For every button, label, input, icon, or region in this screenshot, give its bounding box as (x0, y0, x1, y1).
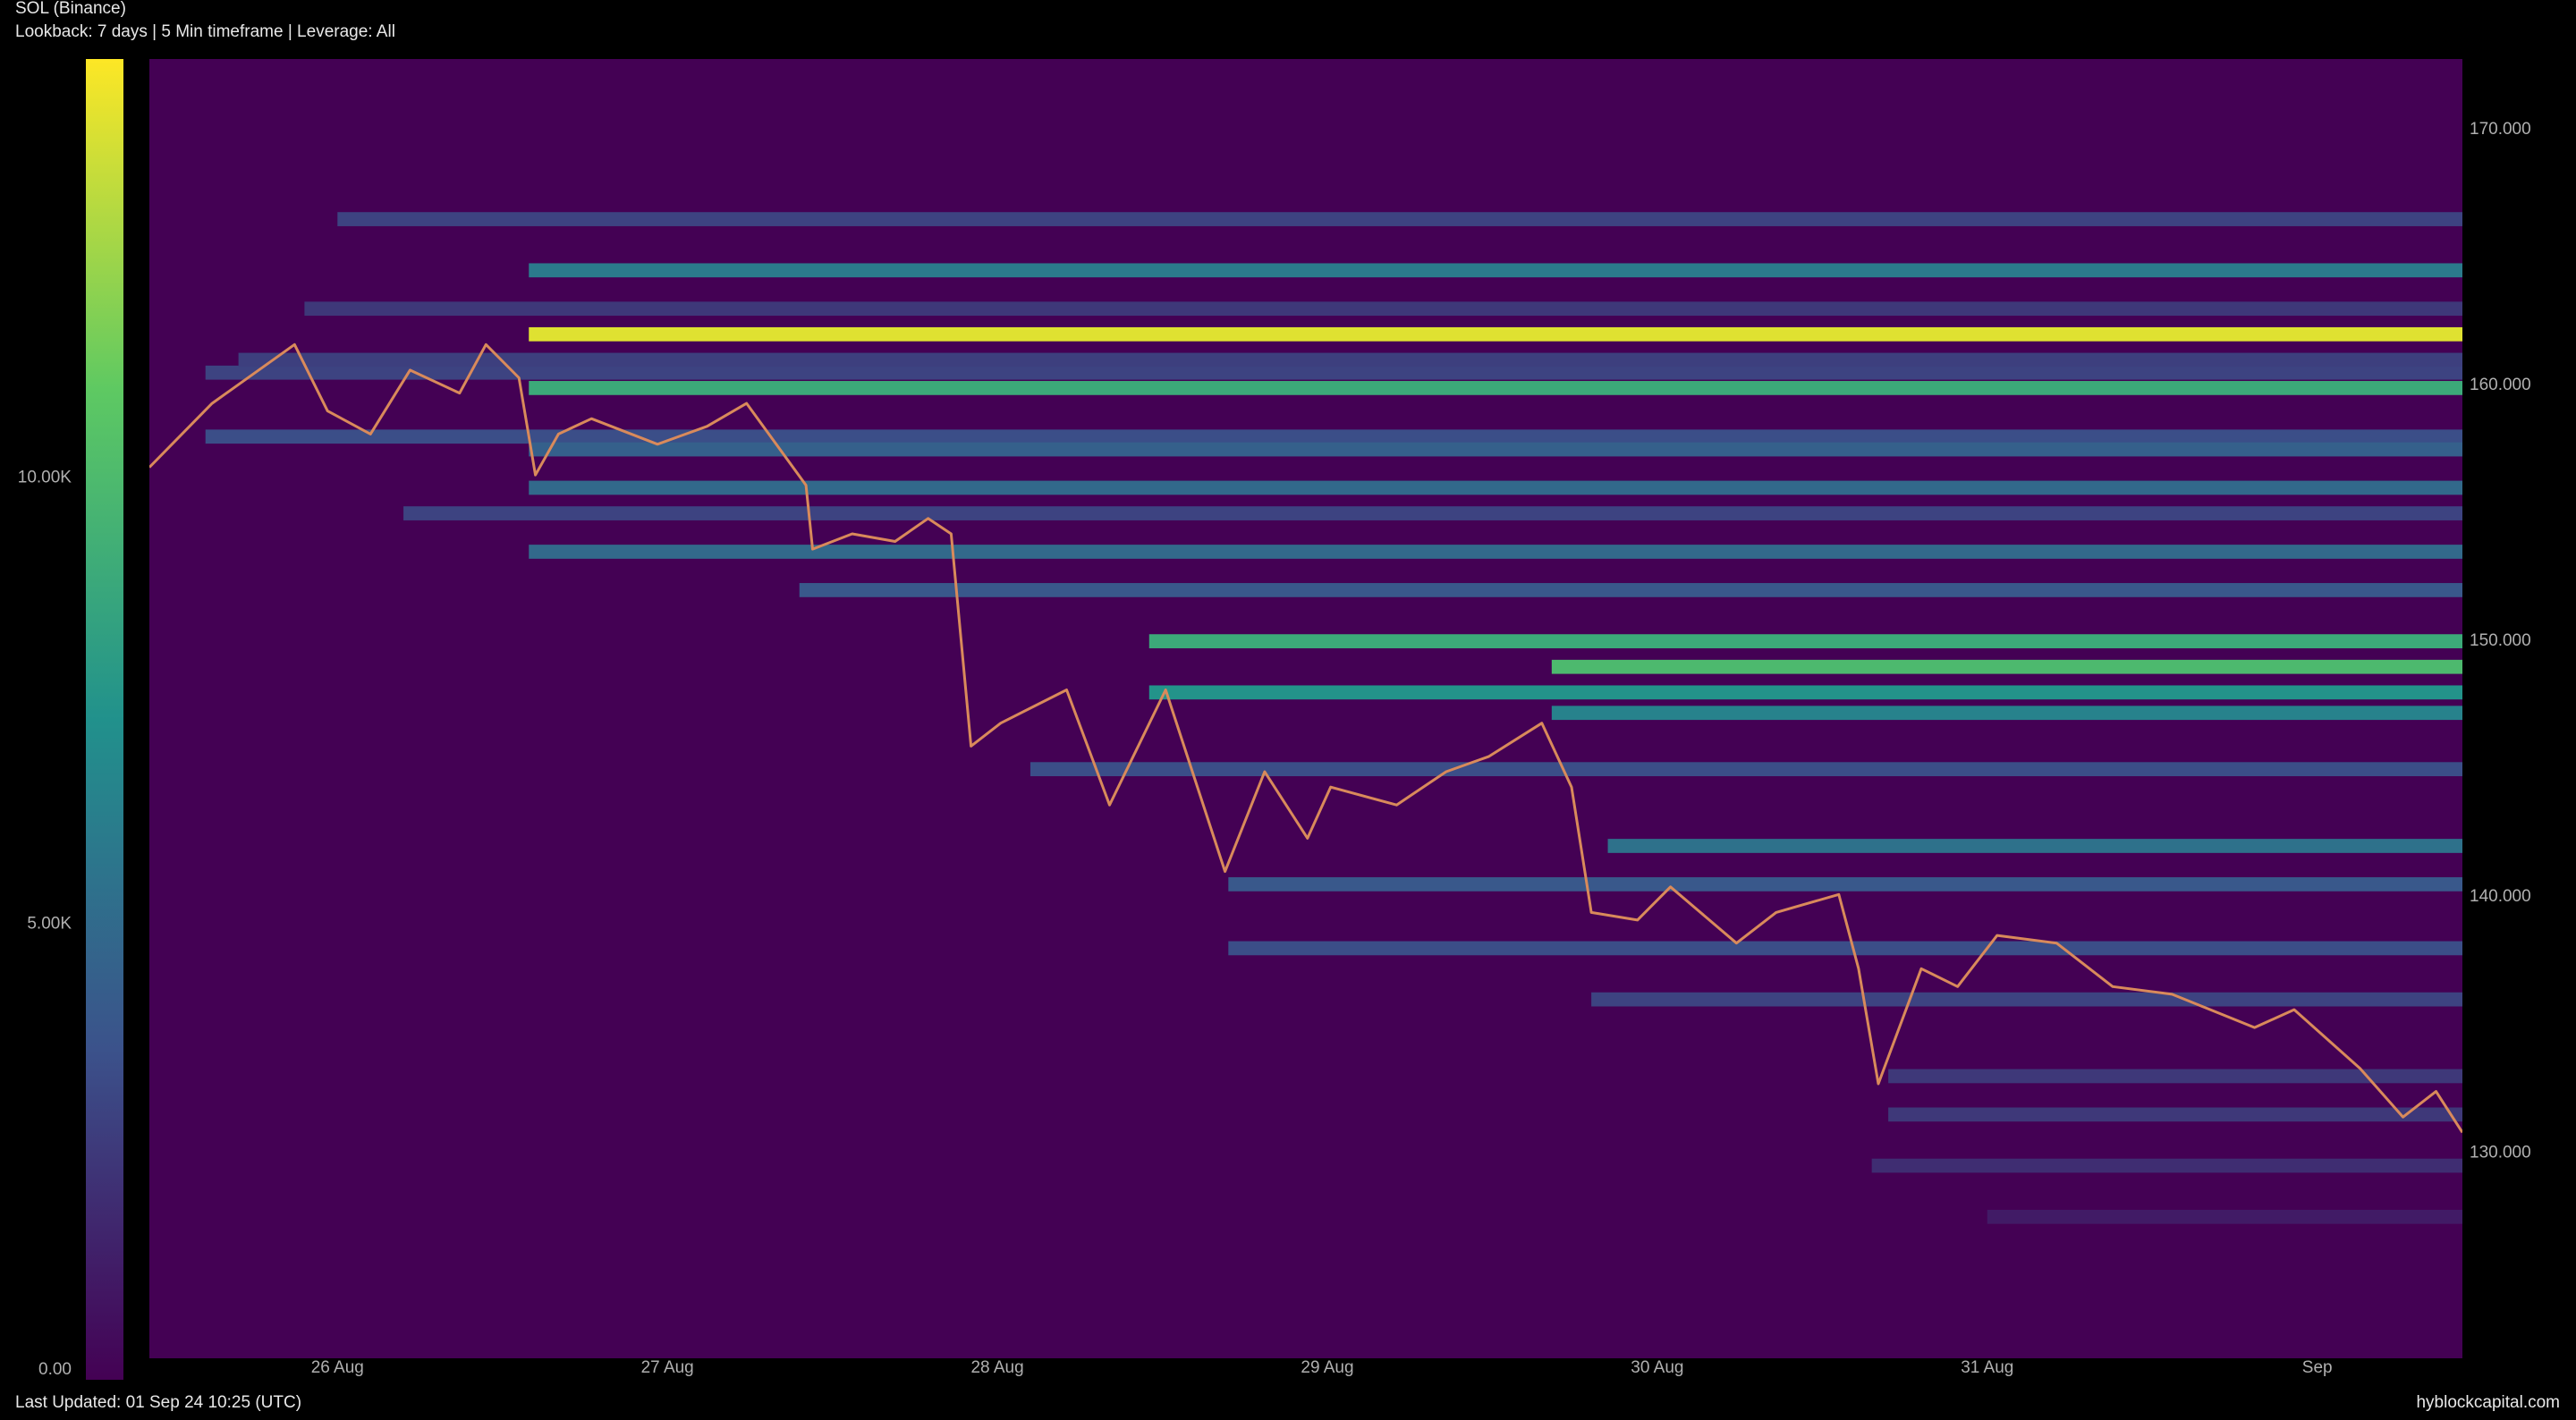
liquidation-level (1888, 1107, 2462, 1122)
x-tick-label: Sep (2302, 1358, 2333, 1377)
colorbar-tick-label: 5.00K (27, 914, 72, 933)
footer: Last Updated: 01 Sep 24 10:25 (UTC) (15, 1393, 301, 1412)
liquidation-level (304, 301, 2462, 317)
liquidation-level (529, 326, 2462, 342)
y-tick-label: 160.000 (2470, 376, 2531, 394)
liquidation-level (1551, 706, 2462, 721)
liquidation-level (1607, 839, 2462, 853)
x-tick-label: 29 Aug (1301, 1358, 1353, 1377)
liquidation-level (529, 545, 2462, 559)
colorbar-tick-label: 10.00K (18, 469, 72, 487)
liquidation-level (1148, 685, 2462, 700)
liquidation-level (403, 506, 2462, 520)
liquidation-level (205, 365, 2462, 380)
y-tick-label: 140.000 (2470, 887, 2531, 906)
chart-title: SOL (Binance) (15, 0, 126, 18)
colorbar (86, 59, 123, 1380)
y-tick-label: 170.000 (2470, 120, 2531, 139)
liquidation-level (205, 429, 2462, 444)
liquidation-level (1148, 634, 2462, 648)
price-line (149, 342, 2462, 1134)
liquidation-level (1228, 941, 2462, 956)
source: hyblockcapital.com (2416, 1393, 2560, 1412)
x-tick-label: 31 Aug (1961, 1358, 2013, 1377)
liquidation-level (238, 352, 2462, 368)
liquidation-level (1888, 1069, 2462, 1084)
x-tick-label: 27 Aug (641, 1358, 694, 1377)
liquidation-level (1987, 1209, 2462, 1224)
liquidation-level (799, 583, 2462, 597)
x-tick-label: 26 Aug (311, 1358, 364, 1377)
x-tick-label: 30 Aug (1631, 1358, 1683, 1377)
liquidation-level (1591, 992, 2462, 1007)
chart-subtitle: Lookback: 7 days | 5 Min timeframe | Lev… (15, 22, 395, 41)
liquidation-level (1551, 659, 2462, 674)
colorbar-tick-label: 0.00 (38, 1360, 72, 1379)
liquidation-level (1030, 762, 2462, 777)
plot-area (149, 59, 2462, 1358)
x-tick-label: 28 Aug (970, 1358, 1023, 1377)
liquidation-level (529, 480, 2462, 495)
liquidation-level (1228, 877, 2462, 892)
y-tick-label: 150.000 (2470, 631, 2531, 650)
y-tick-label: 130.000 (2470, 1143, 2531, 1162)
liquidation-level (529, 442, 2462, 457)
liquidation-level (1871, 1158, 2462, 1173)
liquidation-level (529, 381, 2462, 395)
liquidation-level (337, 212, 2462, 226)
liquidation-level (529, 263, 2462, 278)
